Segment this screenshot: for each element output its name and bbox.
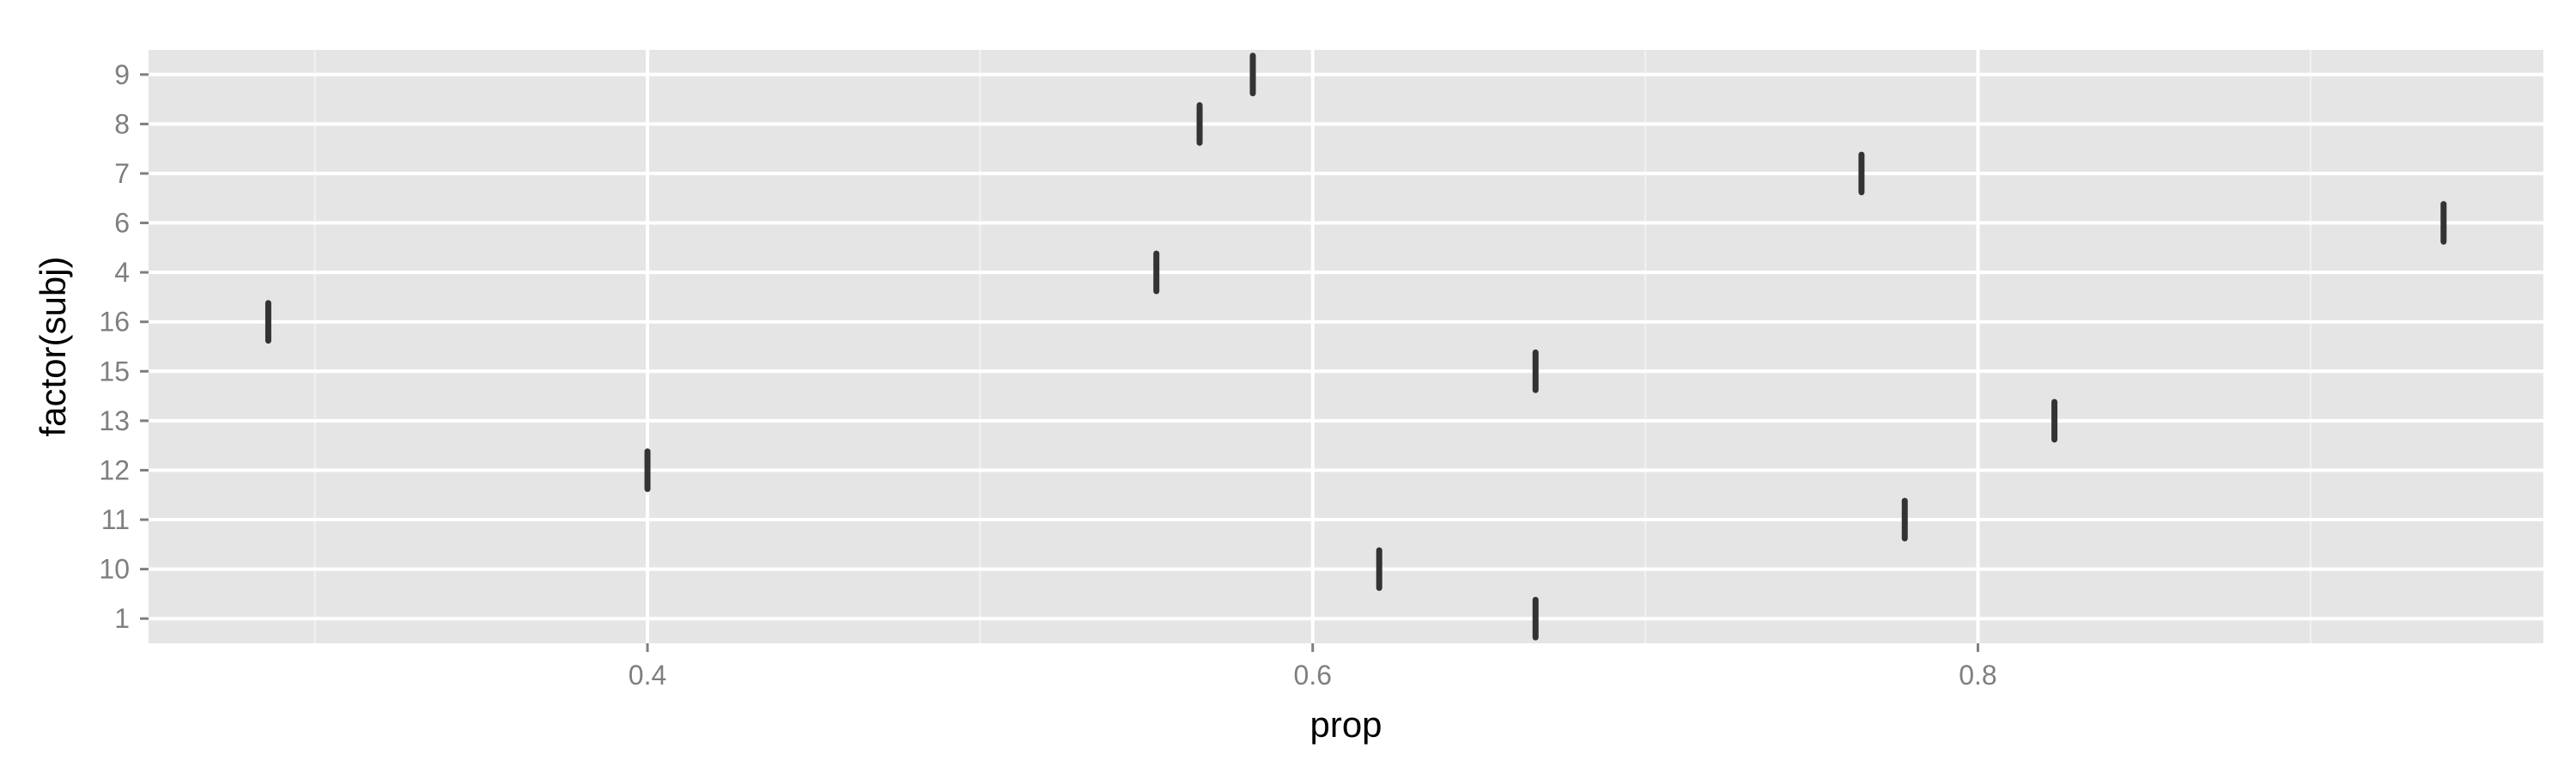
y-axis: 1 10 11 12 13 15 16 4 6 7 8 9 bbox=[99, 59, 149, 634]
y-tick-label: 10 bbox=[99, 554, 130, 585]
y-tick-label: 8 bbox=[114, 108, 130, 139]
x-tick-label: 0.4 bbox=[629, 660, 666, 691]
plot-panel bbox=[149, 50, 2543, 643]
y-tick-label: 9 bbox=[114, 59, 130, 90]
data-marks bbox=[264, 52, 2447, 641]
x-tick-label: 0.8 bbox=[1959, 660, 1996, 691]
y-tick-label: 1 bbox=[114, 603, 130, 634]
y-tick-label: 13 bbox=[99, 405, 130, 436]
minor-gridlines bbox=[313, 50, 2312, 643]
y-tick-label: 4 bbox=[114, 257, 130, 288]
y-tick-label: 16 bbox=[99, 307, 130, 338]
y-tick-label: 7 bbox=[114, 158, 130, 189]
x-tick-label: 0.6 bbox=[1294, 660, 1332, 691]
y-tick-label: 6 bbox=[114, 208, 130, 239]
x-axis: 0.4 0.6 0.8 bbox=[629, 643, 1997, 691]
x-axis-title: prop bbox=[1309, 704, 1382, 745]
major-gridlines bbox=[149, 50, 2543, 643]
y-tick-label: 15 bbox=[99, 356, 130, 386]
y-tick-label: 12 bbox=[99, 454, 130, 485]
y-tick-label: 11 bbox=[101, 504, 130, 535]
y-axis-title: factor(subj) bbox=[33, 256, 73, 436]
